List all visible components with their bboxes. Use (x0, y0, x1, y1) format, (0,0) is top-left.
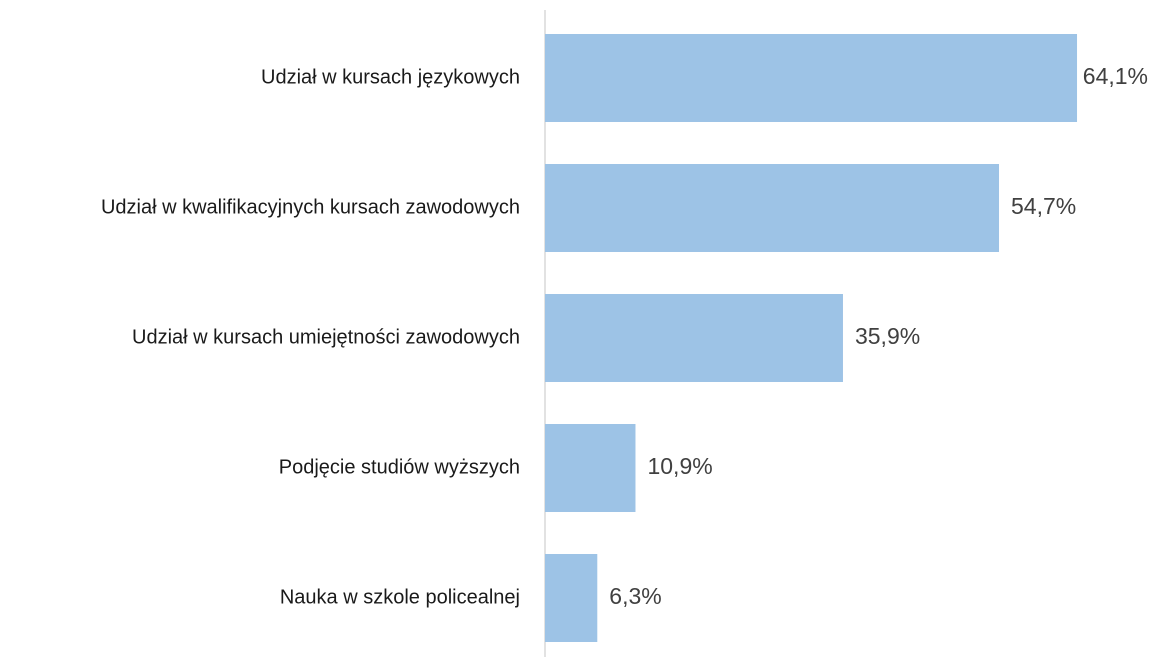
category-label: Udział w kursach językowych (261, 66, 520, 88)
bar (545, 164, 1000, 252)
category-label: Podjęcie studiów wyższych (279, 456, 520, 478)
bar (545, 424, 636, 512)
category-label: Udział w kwalifikacyjnych kursach zawodo… (101, 196, 520, 218)
category-label: Nauka w szkole policealnej (280, 586, 520, 608)
data-label: 6,3% (609, 583, 661, 609)
data-label: 54,7% (1011, 193, 1076, 219)
data-label: 64,1% (1083, 63, 1148, 89)
data-label: 35,9% (855, 323, 920, 349)
bar (545, 294, 843, 382)
bar (545, 34, 1078, 122)
bar (545, 554, 598, 642)
category-label: Udział w kursach umiejętności zawodowych (132, 326, 520, 348)
data-label: 10,9% (647, 453, 712, 479)
